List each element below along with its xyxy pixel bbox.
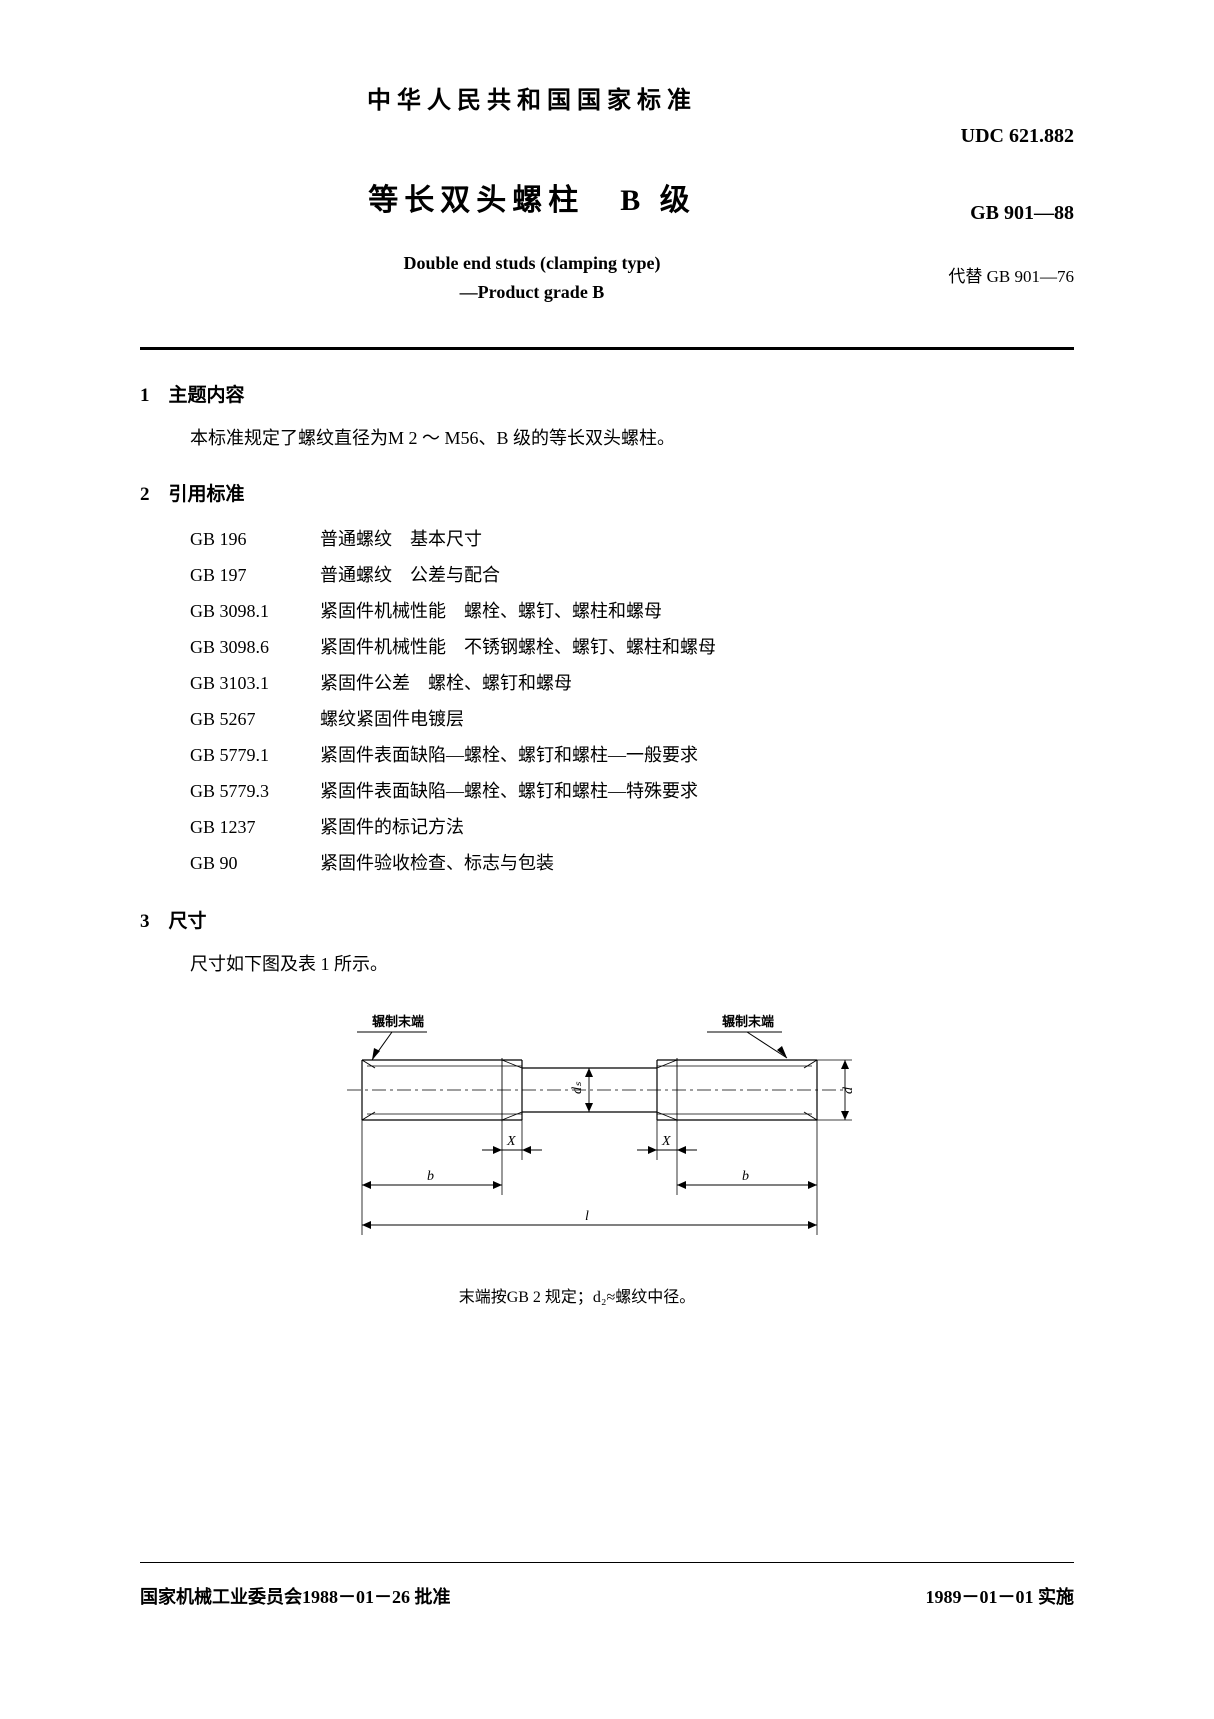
footer-effective: 1989－01－01 实施 [926,1583,1075,1609]
label-x-right: X [661,1134,671,1149]
ref-code: GB 5779.1 [190,737,320,773]
label-d: d [841,1086,856,1094]
sec1-text: 本标准规定了螺纹直径为M 2 ～ M56、B 级的等长双头螺柱。 [190,422,1074,454]
title-en-line1: Double end studs (clamping type) [403,253,660,273]
sec2-heading: 2 引用标准 [140,479,1074,506]
ref-title: 紧固件验收检查、标志与包装 [320,845,554,881]
label-b-left: b [427,1169,434,1184]
label-end-right: 辗制末端 [722,1014,774,1029]
ref-item: GB 5779.3紧固件表面缺陷—螺栓、螺钉和螺柱—特殊要求 [190,773,1074,809]
ref-code: GB 5267 [190,701,320,737]
ref-item: GB 3098.1紧固件机械性能 螺栓、螺钉、螺柱和螺母 [190,593,1074,629]
ref-code: GB 196 [190,521,320,557]
ref-code: GB 197 [190,557,320,593]
ref-code: GB 3098.1 [190,593,320,629]
label-ds: dₛ [570,1081,585,1094]
ref-title: 紧固件公差 螺栓、螺钉和螺母 [320,665,572,701]
label-b-right: b [742,1169,749,1184]
rule-top [140,347,1074,350]
title-en: Double end studs (clamping type) —Produc… [0,249,1074,307]
ref-title: 螺纹紧固件电镀层 [320,701,464,737]
footer: 国家机械工业委员会1988－01－26 批准 1989－01－01 实施 [140,1542,1074,1609]
sec3-text: 尺寸如下图及表 1 所示。 [190,948,1074,980]
sec3-heading: 3 尺寸 [140,906,1074,933]
replaces-text: 代替 GB 901—76 [948,262,1074,287]
label-x-left: X [506,1134,516,1149]
ref-item: GB 1237紧固件的标记方法 [190,809,1074,845]
country-title: 中华人民共和国国家标准 [0,80,1074,115]
header: 中华人民共和国国家标准 UDC 621.882 等长双头螺柱 B 级 GB 90… [140,80,1074,307]
ref-title: 紧固件表面缺陷—螺栓、螺钉和螺柱—特殊要求 [320,773,698,809]
ref-title: 紧固件表面缺陷—螺栓、螺钉和螺柱—一般要求 [320,737,698,773]
rule-bottom [140,1562,1074,1563]
ref-code: GB 3103.1 [190,665,320,701]
diagram-caption: 末端按GB 2 规定；d₂≈螺纹中径。 [267,1283,887,1307]
sec1-heading: 1 主题内容 [140,380,1074,407]
ref-item: GB 197普通螺纹 公差与配合 [190,557,1074,593]
title-cn: 等长双头螺柱 B 级 [0,175,1074,219]
ref-item: GB 3103.1紧固件公差 螺栓、螺钉和螺母 [190,665,1074,701]
footer-approved: 国家机械工业委员会1988－01－26 批准 [140,1583,451,1609]
stud-svg: 辗制末端 辗制末端 [327,1010,887,1260]
label-l: l [585,1209,589,1224]
ref-title: 紧固件机械性能 不锈钢螺栓、螺钉、螺柱和螺母 [320,629,716,665]
page: 中华人民共和国国家标准 UDC 621.882 等长双头螺柱 B 级 GB 90… [0,0,1214,1719]
ref-list: GB 196普通螺纹 基本尺寸 GB 197普通螺纹 公差与配合 GB 3098… [190,521,1074,881]
gb-code: GB 901—88 [970,202,1074,225]
ref-item: GB 5267螺纹紧固件电镀层 [190,701,1074,737]
ref-item: GB 3098.6紧固件机械性能 不锈钢螺栓、螺钉、螺柱和螺母 [190,629,1074,665]
ref-item: GB 196普通螺纹 基本尺寸 [190,521,1074,557]
ref-title: 紧固件的标记方法 [320,809,464,845]
ref-item: GB 90紧固件验收检查、标志与包装 [190,845,1074,881]
title-en-line2: —Product grade B [460,282,605,302]
stud-diagram: 辗制末端 辗制末端 [327,1010,887,1307]
ref-code: GB 3098.6 [190,629,320,665]
label-end-left: 辗制末端 [372,1014,424,1029]
ref-title: 普通螺纹 公差与配合 [320,557,500,593]
ref-code: GB 90 [190,845,320,881]
ref-title: 紧固件机械性能 螺栓、螺钉、螺柱和螺母 [320,593,662,629]
ref-code: GB 5779.3 [190,773,320,809]
ref-title: 普通螺纹 基本尺寸 [320,521,482,557]
ref-code: GB 1237 [190,809,320,845]
ref-item: GB 5779.1紧固件表面缺陷—螺栓、螺钉和螺柱—一般要求 [190,737,1074,773]
udc-code: UDC 621.882 [961,125,1074,148]
